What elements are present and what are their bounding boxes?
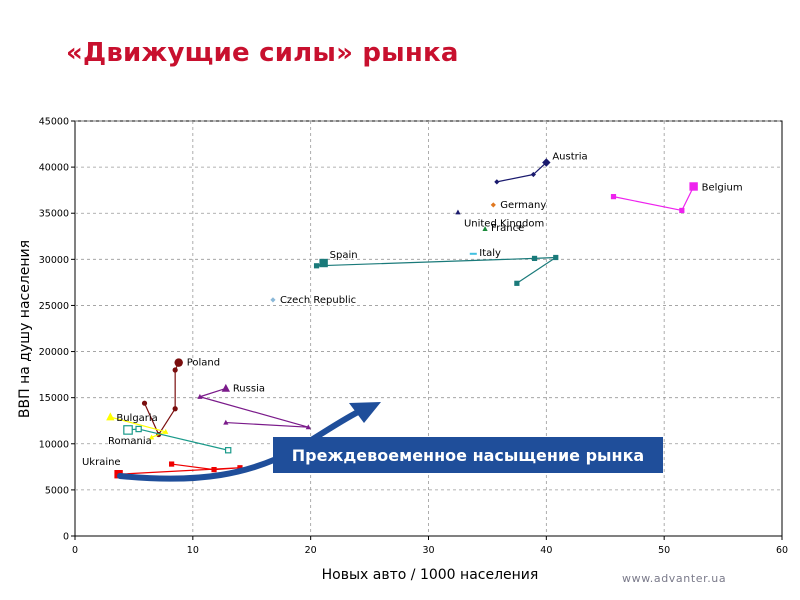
series-line — [613, 186, 695, 212]
series-label: Italy — [479, 248, 501, 259]
data-point — [610, 194, 617, 200]
series-label: Russia — [233, 383, 265, 394]
series-russia — [197, 383, 311, 430]
chart-grid — [74, 120, 783, 537]
data-point — [172, 406, 178, 412]
data-point — [174, 358, 183, 367]
series-france — [482, 226, 488, 231]
y-tick-label: 40000 — [39, 163, 69, 174]
series-italy — [469, 252, 477, 255]
y-tick-label: 45000 — [39, 117, 69, 128]
y-tick-label: 30000 — [39, 255, 69, 266]
series-label: Czech Republic — [280, 295, 356, 306]
y-tick-label: 25000 — [39, 301, 69, 312]
x-tick-label: 30 — [422, 545, 434, 556]
point-labels: Austria Belgium Germany United KingdomFranc… — [82, 152, 743, 469]
series-label: United Kingdom — [464, 218, 544, 229]
data-point — [224, 447, 232, 454]
y-tick-label: 15000 — [39, 393, 69, 404]
series-label: Poland — [187, 358, 220, 369]
series-label: France — [491, 223, 524, 234]
y-tick-label: 5000 — [45, 485, 69, 496]
data-point — [542, 158, 551, 167]
data-point — [123, 425, 133, 435]
series-belgium — [610, 182, 698, 214]
data-point — [514, 280, 520, 286]
series-romania — [123, 425, 232, 454]
data-point — [237, 465, 243, 471]
series-line — [118, 463, 241, 475]
x-tick-label: 60 — [776, 545, 788, 556]
callout-arrowhead — [349, 402, 381, 423]
data-point — [221, 383, 231, 392]
watermark: www.advanter.ua — [622, 572, 727, 585]
data-point — [305, 424, 311, 430]
axis-ticks: 0 5000 10000 15000 20000 25000 30000 35000 40000… — [39, 117, 788, 557]
series-czech-republic — [270, 297, 276, 303]
y-tick-label: 0 — [63, 532, 69, 543]
data-point — [490, 202, 496, 208]
data-point — [270, 297, 276, 303]
x-tick-label: 40 — [540, 545, 552, 556]
y-tick-label: 10000 — [39, 439, 69, 450]
data-point — [689, 182, 698, 191]
series-line — [496, 162, 547, 183]
x-tick-label: 50 — [658, 545, 670, 556]
series-bulgaria — [106, 412, 169, 440]
y-axis-title: ВВП на душу населения — [17, 240, 33, 418]
data-point — [141, 400, 148, 406]
data-point — [469, 252, 477, 255]
y-tick-label: 20000 — [39, 347, 69, 358]
slide-title: «Движущие силы» рынка — [66, 38, 459, 68]
data-point — [223, 419, 229, 425]
data-point — [455, 209, 461, 215]
y-tick-label: 35000 — [39, 209, 69, 220]
x-tick-label: 0 — [72, 545, 78, 556]
series-austria — [494, 158, 551, 185]
data-point — [172, 367, 178, 373]
series-united-kingdom — [455, 209, 461, 215]
series-label: Germany — [500, 200, 546, 211]
data-point — [319, 258, 328, 268]
data-point — [211, 467, 217, 473]
x-tick-label: 20 — [305, 545, 317, 556]
data-point — [530, 171, 536, 178]
series-label: Belgium — [702, 182, 743, 193]
series-germany — [490, 202, 496, 208]
series-label: Austria — [552, 152, 587, 163]
data-point — [531, 255, 538, 262]
series-spain — [313, 254, 559, 286]
x-axis-title: Новых авто / 1000 населения — [322, 567, 539, 583]
data-point — [494, 179, 500, 185]
data-point — [106, 412, 115, 421]
series-line — [315, 256, 557, 284]
data-point — [135, 425, 142, 433]
data-point — [148, 434, 155, 440]
series-label: Bulgaria — [116, 413, 157, 424]
x-tick-label: 10 — [187, 545, 199, 556]
data-point — [169, 461, 175, 467]
data-point — [553, 254, 559, 261]
data-point — [679, 207, 685, 214]
data-point — [163, 428, 169, 434]
series-label: Romania — [108, 436, 152, 447]
data-point — [313, 263, 320, 269]
series-layer — [106, 158, 698, 479]
data-point — [482, 226, 488, 231]
series-line — [199, 387, 309, 428]
callout-text: Преждевоеменное насыщение рынка — [292, 446, 644, 465]
series-label: Spain — [330, 250, 358, 261]
data-point — [197, 393, 203, 399]
series-label: Ukraine — [82, 457, 121, 468]
callout-box — [273, 437, 663, 473]
callout: Преждевоеменное насыщение рынка — [117, 402, 663, 482]
